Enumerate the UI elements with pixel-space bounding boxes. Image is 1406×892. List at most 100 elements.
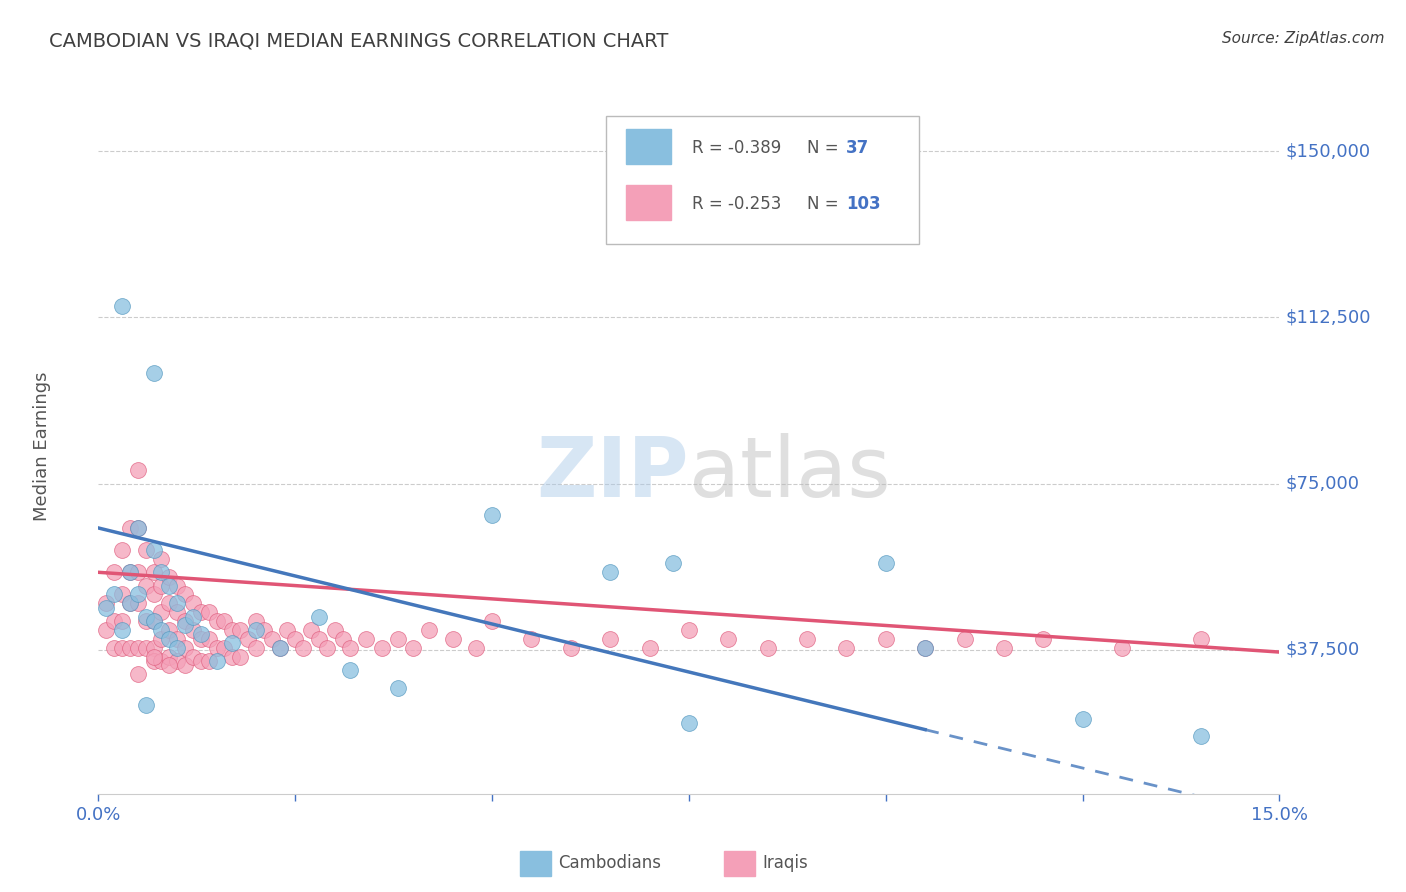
Point <box>441 632 464 646</box>
Text: CAMBODIAN VS IRAQI MEDIAN EARNINGS CORRELATION CHART: CAMBODIAN VS IRAQI MEDIAN EARNINGS CORRE… <box>49 31 669 50</box>
Point <box>190 605 212 619</box>
Bar <box>626 186 671 220</box>
Point <box>111 543 134 558</box>
Point <box>135 640 157 655</box>
Point <box>135 543 157 558</box>
Point <box>835 640 858 655</box>
Point <box>354 632 377 646</box>
Point <box>150 632 173 646</box>
Point <box>166 578 188 592</box>
Point <box>1189 632 1212 646</box>
Point <box>181 609 204 624</box>
Point <box>245 623 267 637</box>
Text: R = -0.253: R = -0.253 <box>693 194 782 213</box>
Point <box>315 640 337 655</box>
Point <box>229 623 252 637</box>
Point <box>1189 729 1212 743</box>
Point <box>181 596 204 610</box>
Point <box>157 623 180 637</box>
Point <box>174 658 197 673</box>
Point <box>229 649 252 664</box>
Point <box>174 587 197 601</box>
Point <box>678 716 700 731</box>
Point <box>111 587 134 601</box>
Point <box>118 566 141 580</box>
Point <box>111 640 134 655</box>
Point <box>481 508 503 522</box>
Text: $37,500: $37,500 <box>1285 640 1360 659</box>
Point <box>166 605 188 619</box>
Point <box>481 614 503 628</box>
Point <box>127 596 149 610</box>
Point <box>157 578 180 592</box>
Point <box>269 640 291 655</box>
Point <box>1032 632 1054 646</box>
Text: atlas: atlas <box>689 434 890 515</box>
Point <box>150 623 173 637</box>
Point <box>142 366 165 380</box>
Point <box>638 640 661 655</box>
Point <box>111 300 134 314</box>
Point <box>245 640 267 655</box>
Point <box>323 623 346 637</box>
Point <box>150 566 173 580</box>
Point <box>142 654 165 668</box>
Point <box>299 623 322 637</box>
Point <box>236 632 259 646</box>
Point <box>292 640 315 655</box>
Text: $112,500: $112,500 <box>1285 309 1371 326</box>
Point <box>103 640 125 655</box>
Point <box>157 596 180 610</box>
Point <box>118 566 141 580</box>
Point <box>260 632 283 646</box>
Point <box>174 614 197 628</box>
Point <box>387 681 409 695</box>
Point <box>127 521 149 535</box>
Text: 37: 37 <box>846 139 869 157</box>
Point <box>332 632 354 646</box>
Point <box>520 632 543 646</box>
Point <box>118 521 141 535</box>
Text: ZIP: ZIP <box>537 434 689 515</box>
Point <box>197 605 219 619</box>
Point <box>96 600 118 615</box>
Text: R = -0.389: R = -0.389 <box>693 139 782 157</box>
Point <box>127 566 149 580</box>
Point <box>465 640 488 655</box>
Point <box>190 632 212 646</box>
Text: Source: ZipAtlas.com: Source: ZipAtlas.com <box>1222 31 1385 46</box>
Point <box>166 654 188 668</box>
Point <box>717 632 740 646</box>
Text: $75,000: $75,000 <box>1285 475 1360 492</box>
Point <box>111 614 134 628</box>
Text: N =: N = <box>807 139 844 157</box>
Point <box>150 605 173 619</box>
Point <box>150 578 173 592</box>
Point <box>221 623 243 637</box>
Bar <box>626 129 671 164</box>
Point <box>875 632 897 646</box>
Point <box>1071 712 1094 726</box>
Point <box>205 640 228 655</box>
Point <box>875 557 897 571</box>
Point <box>662 557 685 571</box>
Point <box>103 566 125 580</box>
Point <box>142 543 165 558</box>
Point <box>118 596 141 610</box>
Point <box>371 640 394 655</box>
Text: 103: 103 <box>846 194 880 213</box>
Point <box>308 609 330 624</box>
Point <box>103 614 125 628</box>
Point <box>599 566 621 580</box>
Point <box>181 623 204 637</box>
Point <box>142 649 165 664</box>
Point <box>678 623 700 637</box>
Point <box>205 614 228 628</box>
Point <box>205 654 228 668</box>
Text: Median Earnings: Median Earnings <box>32 371 51 521</box>
Point <box>276 623 298 637</box>
Point <box>245 614 267 628</box>
Point <box>166 632 188 646</box>
Point <box>953 632 976 646</box>
Point <box>339 640 361 655</box>
